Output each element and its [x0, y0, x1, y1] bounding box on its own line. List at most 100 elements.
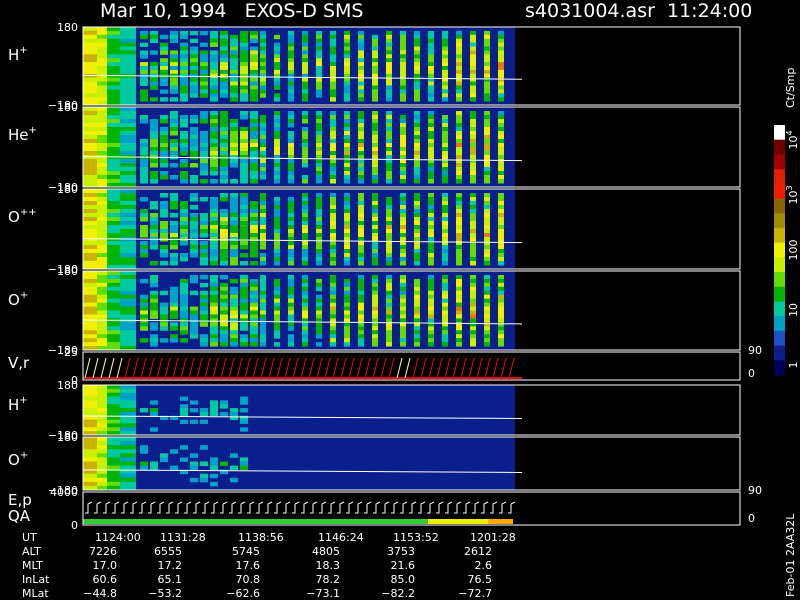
spectrogram-cell: [414, 253, 420, 258]
spectrogram-cell: [240, 167, 248, 172]
spectrogram-cell: [470, 241, 476, 246]
spectrogram-cell: [330, 286, 336, 292]
spectrogram-cell: [456, 261, 462, 266]
spectrogram-cell: [456, 151, 462, 156]
spectrogram-cell: [107, 97, 120, 102]
spectrogram-cell: [230, 197, 238, 202]
spectrogram-cell: [120, 342, 136, 347]
spectrogram-cell: [442, 147, 448, 152]
spectrogram-cell: [414, 131, 420, 136]
spectrogram-cell: [240, 159, 248, 164]
spectrogram-cell: [414, 261, 420, 266]
spectrogram-cell: [498, 50, 504, 55]
spectrogram-cell: [250, 143, 258, 148]
spectrogram-cell: [386, 155, 392, 160]
spectrogram-cell: [150, 274, 158, 280]
footer-value: 60.6: [93, 573, 118, 586]
spectrogram-cell: [274, 225, 280, 230]
spectrogram-cell: [372, 282, 378, 288]
spectrogram-cell: [97, 175, 107, 180]
spectrogram-cell: [288, 342, 294, 347]
spectrogram-cell: [344, 69, 350, 75]
spectrogram-cell: [484, 123, 490, 128]
y-tick-label: 180: [57, 431, 78, 444]
spectrogram-cell: [456, 342, 462, 347]
spectrogram-cell: [210, 400, 218, 405]
spectrogram-cell: [107, 233, 120, 238]
spectrogram-cell: [344, 151, 350, 156]
spectrogram-cell: [210, 465, 218, 471]
footer-value: 1124:00: [95, 531, 141, 544]
spectrogram-cell: [484, 135, 490, 140]
spectrogram-cell: [83, 342, 97, 347]
spectrogram-cell: [498, 233, 504, 238]
spectrogram-cell: [210, 253, 218, 258]
spectrogram-cell: [330, 225, 336, 230]
spectrogram-cell: [150, 131, 158, 136]
energy-trace: [148, 501, 156, 514]
spectrogram-cell: [97, 485, 107, 491]
spectrogram-cell: [210, 245, 218, 250]
spectrogram-cell: [316, 131, 322, 136]
spectrogram-cell: [250, 205, 258, 210]
spectrogram-cell: [372, 135, 378, 140]
spectrogram-cell: [330, 261, 336, 266]
spectrogram-cell: [170, 193, 178, 198]
energy-trace: [427, 501, 435, 514]
spectrogram-cell: [442, 253, 448, 258]
spectrogram-cell: [97, 400, 107, 405]
panel-frame: [82, 384, 741, 436]
spectrogram-cell: [170, 302, 178, 308]
y2-tick-label: 90: [748, 484, 762, 497]
spectrogram-cell: [344, 286, 350, 292]
spectrogram-cell: [97, 461, 107, 467]
spectrogram-cell: [250, 167, 258, 172]
energy-trace: [292, 501, 300, 514]
spectrogram-cell: [344, 197, 350, 202]
spectrogram-cell: [288, 294, 294, 300]
spectrogram-cell: [428, 175, 434, 180]
spectrogram-cell: [400, 298, 406, 304]
spectrogram-cell: [386, 115, 392, 120]
energy-trace: [445, 501, 453, 514]
spectrogram-cell: [358, 155, 364, 160]
spectrogram-cell: [442, 163, 448, 168]
spectrogram-cell: [330, 111, 336, 116]
spectrogram-cell: [200, 445, 208, 450]
spectrogram-cell: [288, 30, 294, 36]
spectrogram-cell: [414, 163, 420, 168]
spectrogram-cell: [260, 50, 266, 55]
spectrogram-cell: [107, 193, 120, 198]
spectrogram-cell: [442, 179, 448, 184]
spectrogram-cell: [302, 302, 308, 308]
spectrogram-cell: [372, 229, 378, 234]
spectrogram-cell: [484, 62, 490, 67]
spectrogram-cell: [414, 342, 420, 347]
colorbar-tick-label: 1: [787, 362, 800, 369]
spectrogram-cell: [400, 282, 406, 288]
spectrogram-cell: [160, 457, 168, 462]
qa-bar: [488, 519, 513, 524]
spectrogram-cell: [160, 290, 168, 296]
spectrogram-cell: [120, 290, 136, 296]
spectrogram-cell: [260, 334, 266, 339]
spectrogram-cell: [180, 30, 188, 36]
spectrogram-cell: [240, 322, 248, 327]
spectrogram-cell: [170, 334, 178, 339]
spectrogram-cell: [220, 30, 228, 36]
spectrogram-cell: [498, 46, 504, 51]
spectrogram-cell: [484, 147, 490, 152]
spectrogram-cell: [210, 147, 218, 152]
spectrogram-cell: [428, 253, 434, 258]
velocity-trace: [364, 357, 371, 379]
spectrogram-cell: [358, 151, 364, 156]
spectrogram-cell: [260, 253, 266, 258]
spectrogram-cell: [442, 81, 448, 86]
spectrogram-cell: [230, 38, 238, 44]
spectrogram-cell: [372, 85, 378, 90]
spectrogram-cell: [220, 127, 228, 132]
spectrogram-cell: [414, 282, 420, 288]
spectrogram-cell: [220, 139, 228, 144]
spectrogram-cell: [170, 119, 178, 124]
